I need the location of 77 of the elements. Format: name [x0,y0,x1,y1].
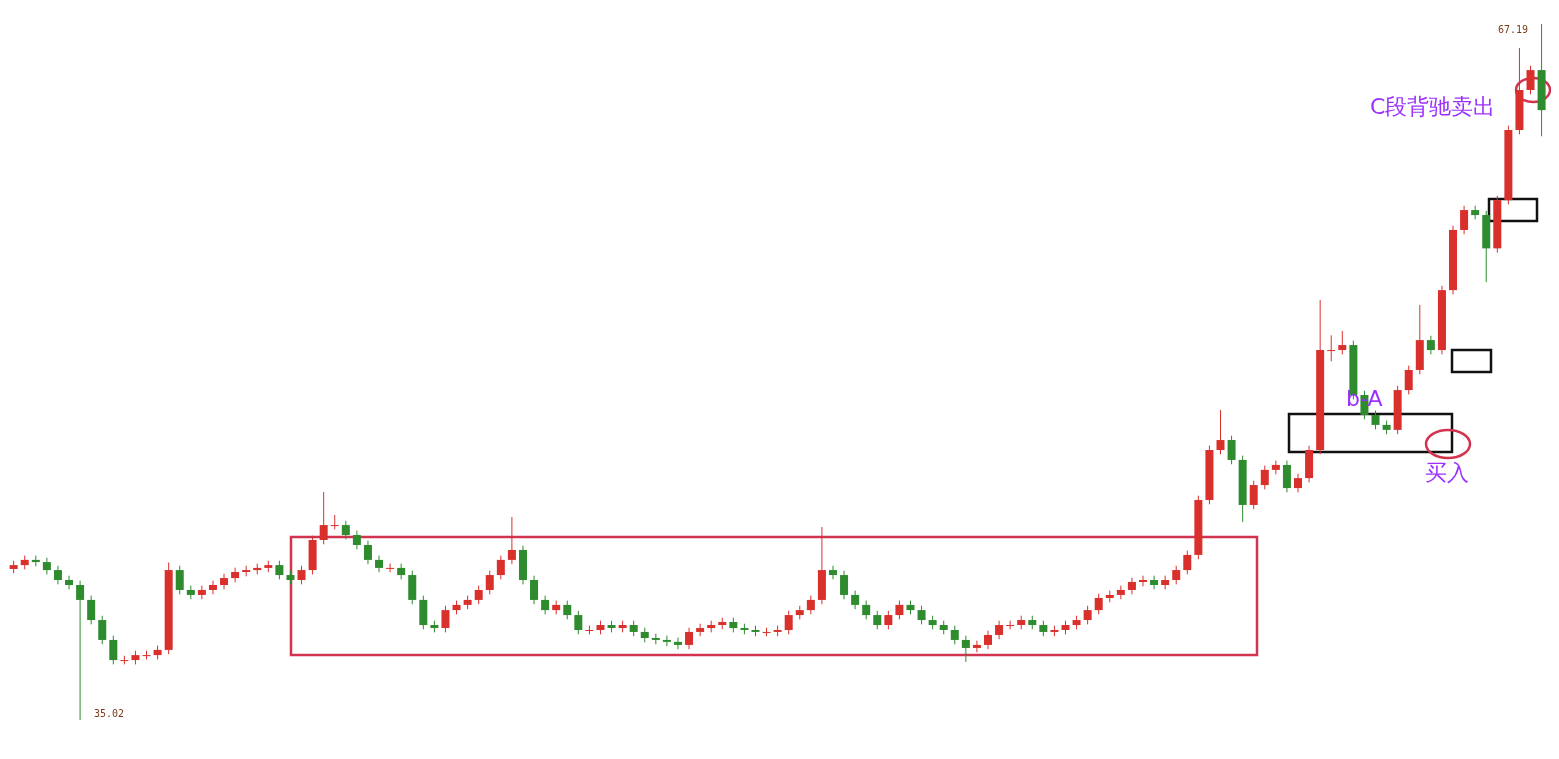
candlestick [917,605,926,625]
candlestick [696,623,705,637]
candlestick [1327,334,1336,362]
candlestick [1083,605,1092,625]
candlestick [1227,435,1236,465]
candlestick [441,605,450,633]
candlestick [76,580,85,720]
candlestick [53,565,62,585]
annotation: 35.02 [94,708,125,719]
annotation: 买入 [1425,459,1469,487]
candlestick [87,595,96,625]
candlestick [685,627,694,650]
candlestick [961,635,970,663]
candlestick [363,540,372,565]
candlestick [1161,575,1170,590]
candlestick [42,557,51,575]
candlestick [1183,550,1192,575]
candlestick [1172,565,1181,585]
candlestick [208,580,217,595]
candlestick [1282,460,1291,493]
candlestick [197,585,206,600]
candlestick [319,491,328,545]
candlestick [1139,575,1147,587]
candlestick [341,520,350,540]
candlestick [1371,410,1380,430]
candlestick [574,610,583,635]
candlestick [563,600,572,620]
candlestick [375,555,384,573]
candlestick [662,635,671,647]
candlestick [828,565,837,580]
annotation: 67.19 [1498,24,1529,35]
candlestick [175,565,184,595]
candlestick [884,610,893,630]
candlestick [1271,460,1280,475]
candlestick [673,637,682,650]
candlestick [1249,480,1258,510]
candlestick [784,610,793,635]
candlestick [1526,65,1535,95]
annotation: C段背驰卖出 [1370,93,1496,121]
candlestick [873,610,882,630]
candlestick [950,625,959,645]
candlestick [109,635,118,665]
candlestick [485,570,494,595]
candlestick [297,565,306,585]
candlestick [496,555,505,580]
candlestick [1116,585,1125,600]
candlestick [1404,365,1413,395]
candlestick [1426,335,1435,355]
candlestick [851,590,860,610]
candlestick [1460,205,1469,235]
candlestick [507,516,516,565]
candlestick [231,567,240,583]
candlestick [995,620,1004,640]
candlestick [330,514,339,530]
candlestick [1260,465,1269,490]
candlestick [352,530,361,550]
candlestick [541,595,550,615]
candlestick [386,563,395,573]
candlestick [895,600,904,620]
candlestick [806,595,815,615]
candlestick [1294,473,1303,493]
candlestick [1216,409,1225,455]
candlestick [220,573,229,590]
candlestick [1127,577,1136,595]
candlestick [530,575,539,605]
candlestick [474,585,483,605]
candlestick [972,640,981,653]
candlestick [1338,330,1347,355]
candlestick [65,575,74,590]
candlestick [1006,620,1015,630]
candlestick [840,570,849,600]
candlestick [98,615,107,645]
candlestick [983,630,992,650]
candlestick [275,560,284,580]
candlestick [1150,575,1159,590]
candlestick [862,600,871,620]
candlestick [1094,593,1103,615]
